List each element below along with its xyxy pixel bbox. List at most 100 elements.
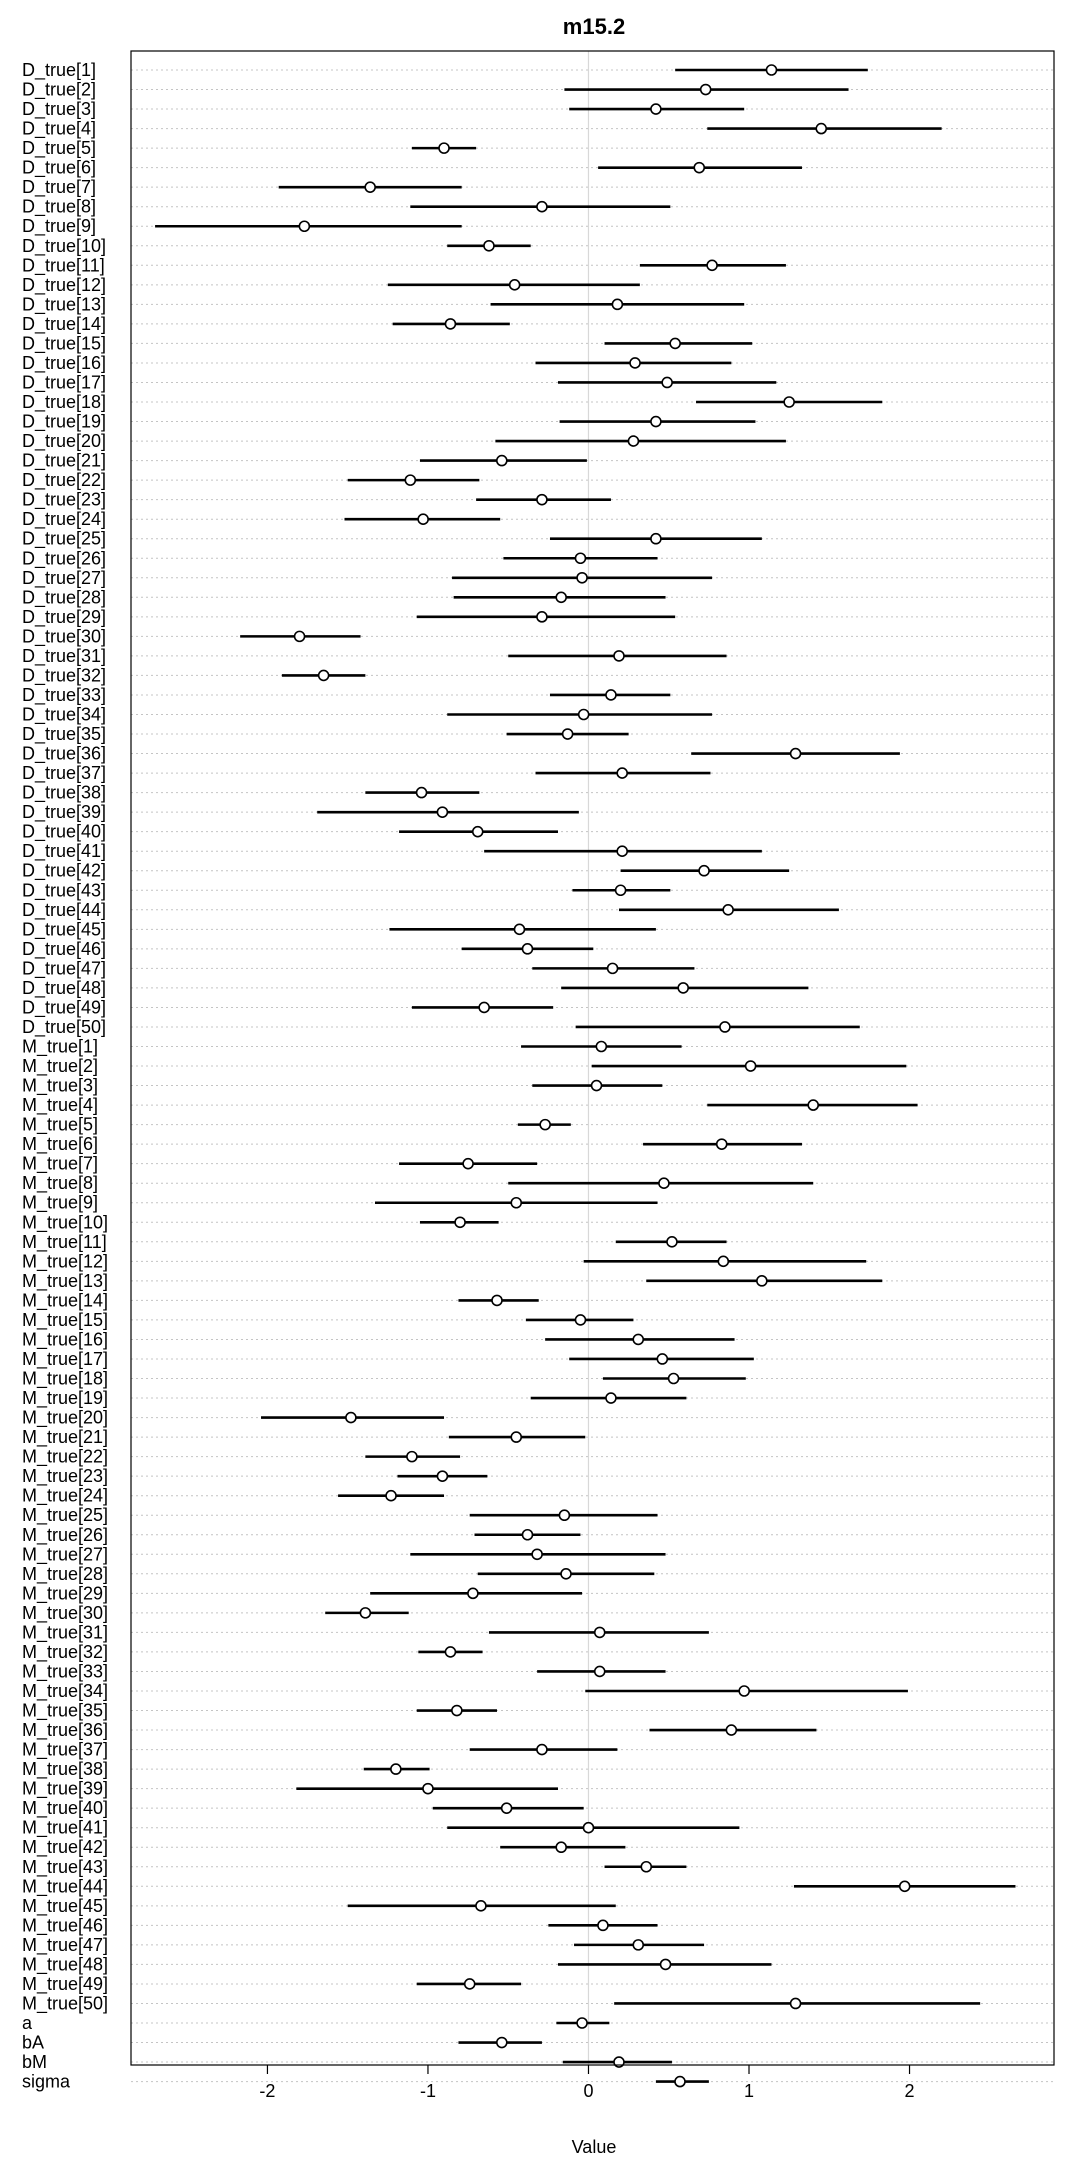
- parameter-row: D_true[9]: [22, 216, 1054, 237]
- mean-point: [582, 1821, 595, 1834]
- parameter-label: D_true[26]: [22, 548, 106, 569]
- mean-point: [521, 1528, 534, 1541]
- parameter-label: M_true[1]: [22, 1037, 98, 1058]
- mean-point: [560, 1568, 572, 1580]
- mean-point: [415, 786, 428, 799]
- parameter-row: M_true[48]: [22, 1954, 1054, 1975]
- mean-point: [444, 318, 457, 330]
- parameter-row: M_true[35]: [22, 1701, 1054, 1722]
- parameter-label: M_true[45]: [22, 1896, 108, 1917]
- mean-point: [706, 259, 718, 272]
- parameter-row: D_true[24]: [22, 509, 1054, 530]
- parameter-label: M_true[50]: [22, 1993, 108, 2014]
- mean-point: [614, 884, 627, 897]
- parameter-row: M_true[3]: [22, 1076, 1054, 1097]
- parameter-label: M_true[44]: [22, 1876, 108, 1897]
- parameter-label: M_true[30]: [22, 1603, 108, 1624]
- mean-point: [293, 630, 306, 643]
- parameter-row: D_true[21]: [22, 451, 1054, 472]
- parameter-label: a: [22, 2013, 33, 2033]
- mean-point: [699, 83, 712, 96]
- parameter-row: M_true[39]: [22, 1779, 1054, 1800]
- parameter-row: M_true[38]: [22, 1759, 1054, 1780]
- mean-point: [555, 591, 567, 604]
- mean-point: [783, 396, 795, 408]
- parameter-label: M_true[48]: [22, 1954, 108, 1975]
- parameter-row: M_true[24]: [22, 1486, 1054, 1507]
- parameter-row: M_true[9]: [22, 1193, 1054, 1214]
- parameter-label: M_true[14]: [22, 1290, 108, 1311]
- parameter-row: D_true[42]: [22, 861, 1054, 882]
- mean-point: [717, 1255, 730, 1268]
- parameter-row: M_true[36]: [22, 1720, 1054, 1741]
- parameter-row: D_true[27]: [22, 568, 1054, 589]
- parameter-row: D_true[10]: [22, 236, 1054, 257]
- mean-point: [451, 1704, 463, 1717]
- mean-point: [417, 513, 429, 525]
- parameter-row: M_true[15]: [22, 1310, 1054, 1331]
- parameter-row: M_true[7]: [22, 1154, 1054, 1175]
- parameter-row: M_true[41]: [22, 1818, 1054, 1839]
- parameter-row: M_true[8]: [22, 1173, 1054, 1194]
- parameter-label: D_true[24]: [22, 509, 106, 530]
- parameter-row: D_true[22]: [22, 470, 1054, 491]
- parameter-row: D_true[16]: [22, 353, 1054, 374]
- mean-point: [674, 2075, 686, 2088]
- parameter-row: sigma: [22, 2072, 1054, 2092]
- mean-point: [510, 1196, 523, 1209]
- parameter-row: D_true[6]: [22, 158, 1054, 179]
- parameter-row: M_true[23]: [22, 1466, 1054, 1487]
- parameter-row: M_true[17]: [22, 1349, 1054, 1370]
- parameter-row: M_true[37]: [22, 1740, 1054, 1761]
- parameter-row: D_true[4]: [22, 119, 1054, 140]
- parameter-row: M_true[22]: [22, 1447, 1054, 1468]
- parameter-label: D_true[18]: [22, 392, 106, 413]
- parameter-label: D_true[41]: [22, 841, 106, 862]
- mean-point: [574, 552, 587, 565]
- mean-point: [438, 142, 450, 154]
- parameter-label: D_true[17]: [22, 372, 106, 393]
- parameter-row: M_true[43]: [22, 1857, 1054, 1878]
- parameter-row: D_true[19]: [22, 412, 1054, 433]
- parameter-row: D_true[47]: [22, 958, 1054, 979]
- parameter-label: D_true[22]: [22, 470, 106, 491]
- parameter-label: M_true[22]: [22, 1447, 108, 1468]
- parameter-label: D_true[50]: [22, 1017, 106, 1038]
- parameter-label: M_true[12]: [22, 1251, 108, 1272]
- parameter-row: M_true[21]: [22, 1427, 1054, 1448]
- parameter-label: M_true[34]: [22, 1681, 108, 1702]
- parameter-row: D_true[38]: [22, 783, 1054, 804]
- mean-point: [650, 415, 662, 428]
- parameter-row: D_true[44]: [22, 900, 1054, 921]
- mean-point: [658, 1177, 670, 1190]
- parameter-label: D_true[45]: [22, 919, 106, 940]
- mean-point: [536, 1743, 548, 1756]
- parameter-label: M_true[40]: [22, 1798, 108, 1819]
- mean-point: [574, 1314, 587, 1326]
- parameter-label: M_true[19]: [22, 1388, 108, 1409]
- parameter-label: M_true[43]: [22, 1857, 108, 1878]
- mean-point: [385, 1489, 397, 1502]
- parameter-label: M_true[16]: [22, 1329, 108, 1350]
- parameter-label: M_true[7]: [22, 1154, 98, 1175]
- parameter-label: M_true[18]: [22, 1369, 108, 1390]
- mean-point: [738, 1685, 750, 1697]
- parameter-row: D_true[39]: [22, 802, 1054, 823]
- mean-point: [807, 1099, 820, 1111]
- x-axis: -2 -1 0 1 2: [259, 2065, 915, 2101]
- mean-point: [576, 571, 588, 584]
- parameter-label: D_true[7]: [22, 177, 96, 198]
- parameter-row: D_true[1]: [22, 60, 1054, 81]
- parameter-label: D_true[20]: [22, 431, 106, 452]
- x-tick-label: 0: [583, 2081, 593, 2101]
- parameter-label: M_true[15]: [22, 1310, 108, 1331]
- parameter-row: M_true[13]: [22, 1271, 1054, 1292]
- parameter-label: D_true[6]: [22, 158, 96, 179]
- parameter-row: D_true[46]: [22, 939, 1054, 960]
- mean-point: [666, 1236, 678, 1248]
- mean-point: [595, 1040, 608, 1053]
- parameter-label: M_true[25]: [22, 1505, 108, 1526]
- parameter-row: D_true[14]: [22, 314, 1054, 335]
- parameter-row: M_true[32]: [22, 1642, 1054, 1663]
